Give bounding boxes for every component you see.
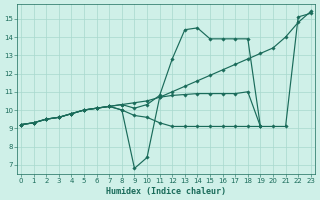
X-axis label: Humidex (Indice chaleur): Humidex (Indice chaleur) bbox=[106, 187, 226, 196]
